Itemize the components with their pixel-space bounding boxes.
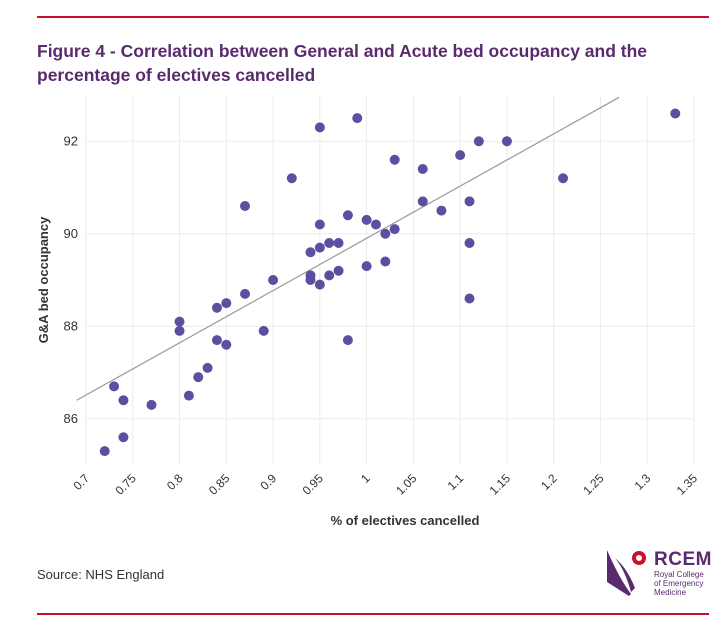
top-rule: [37, 16, 709, 18]
data-point: [221, 298, 232, 309]
x-axis-label: % of electives cancelled: [331, 513, 480, 528]
data-point: [389, 224, 400, 235]
data-point: [473, 136, 484, 147]
logo-abbreviation: RCEM: [654, 549, 712, 570]
data-point: [118, 432, 129, 443]
x-tick-label: 1.2: [538, 471, 560, 493]
data-point: [211, 335, 222, 346]
data-point: [380, 228, 391, 239]
data-point: [314, 279, 325, 290]
data-point: [324, 270, 335, 281]
x-tick-label: 1.1: [445, 471, 467, 493]
y-tick-label: 86: [64, 411, 78, 426]
x-tick-label: 0.95: [300, 471, 327, 498]
x-tick-label: 0.85: [206, 471, 233, 498]
data-point: [240, 288, 251, 299]
data-point: [464, 196, 475, 207]
data-point: [146, 399, 157, 410]
data-point: [342, 210, 353, 221]
x-tick-label: 0.75: [112, 471, 139, 498]
rcem-logo: RCEM Royal College of Emergency Medicine: [605, 548, 715, 598]
data-point: [305, 275, 316, 285]
figure-title: Figure 4 - Correlation between General a…: [37, 41, 648, 85]
x-tick-label: 0.8: [164, 471, 186, 493]
data-point: [324, 238, 335, 248]
data-point: [417, 164, 428, 174]
data-point: [174, 316, 185, 327]
data-point: [183, 390, 194, 401]
data-point: [314, 242, 325, 253]
data-point: [333, 265, 344, 276]
data-point: [174, 325, 185, 336]
data-point: [202, 362, 213, 373]
rcem-emblem-icon: [607, 550, 646, 596]
data-point: [464, 238, 475, 248]
data-point: [361, 214, 372, 225]
data-point: [118, 395, 129, 406]
x-tick-label: 1.3: [632, 471, 654, 493]
data-point: [670, 108, 681, 119]
x-tick-label: 0.9: [257, 471, 279, 493]
data-point: [361, 261, 372, 272]
data-point: [314, 122, 325, 133]
data-point: [333, 238, 344, 248]
data-point: [352, 113, 363, 124]
data-point: [417, 196, 428, 207]
data-point: [221, 339, 232, 350]
data-point: [389, 154, 400, 165]
data-point: [455, 150, 466, 161]
data-point: [464, 293, 475, 304]
data-point: [314, 219, 325, 230]
data-point: [193, 372, 204, 383]
data-point: [268, 275, 279, 285]
bottom-rule: [37, 613, 709, 615]
logo-line-1: Royal College: [654, 570, 704, 579]
x-tick-label: 1: [358, 471, 373, 486]
data-point: [258, 325, 269, 336]
data-point: [240, 201, 251, 211]
x-tick-label: 1.05: [393, 471, 420, 498]
y-tick-label: 92: [64, 133, 78, 148]
x-tick-label: 0.7: [70, 471, 92, 493]
data-point: [211, 302, 222, 313]
data-point: [99, 446, 110, 457]
logo-line-3: Medicine: [654, 588, 687, 597]
data-point: [109, 381, 120, 392]
x-tick-label: 1.35: [674, 471, 701, 498]
y-tick-label: 88: [64, 318, 78, 333]
data-point: [370, 219, 381, 230]
data-point: [380, 256, 391, 267]
data-point: [501, 136, 512, 147]
data-point: [342, 335, 353, 346]
y-tick-label: 90: [64, 226, 78, 241]
x-tick-label: 1.25: [580, 471, 607, 498]
data-point: [305, 247, 316, 258]
data-point: [286, 173, 297, 184]
x-tick-label: 1.15: [487, 471, 514, 498]
y-axis-label: G&A bed occupancy: [36, 216, 51, 343]
logo-line-2: of Emergency: [654, 579, 704, 588]
data-point: [558, 173, 569, 184]
data-point: [436, 205, 447, 216]
source-note: Source: NHS England: [37, 567, 165, 582]
trend-line: [76, 96, 620, 401]
